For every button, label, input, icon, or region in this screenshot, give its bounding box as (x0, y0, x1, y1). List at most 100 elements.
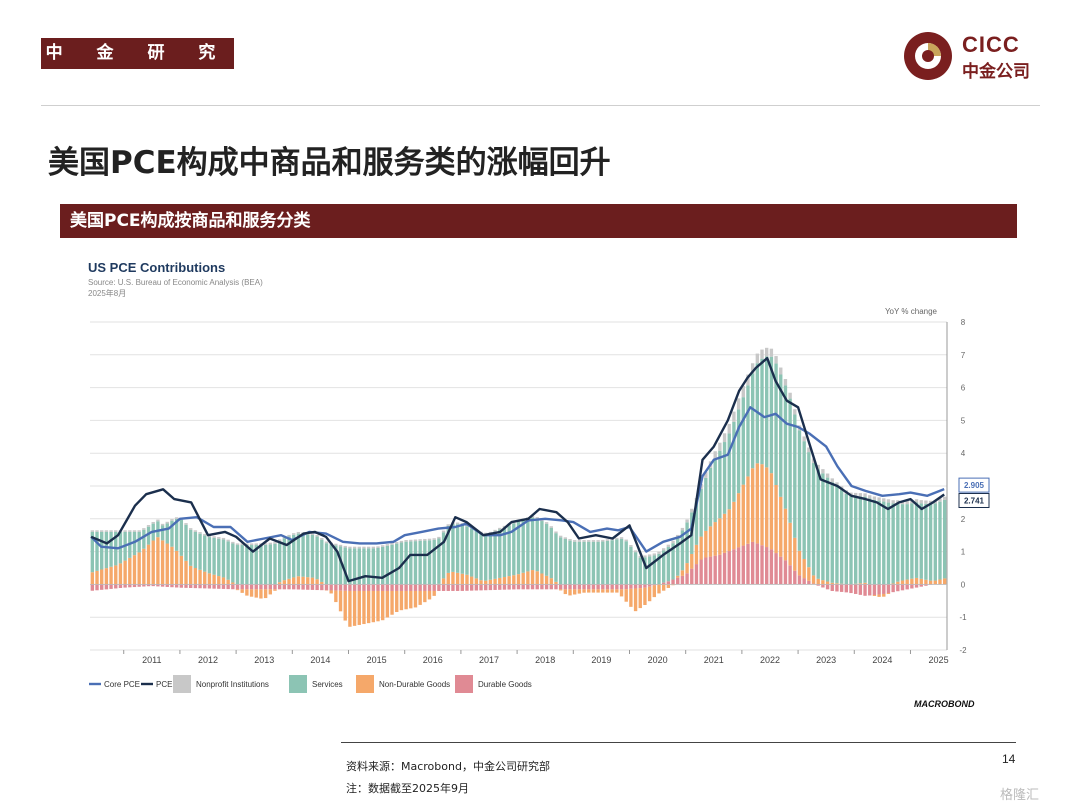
bar-segment (886, 499, 891, 503)
bar-segment (755, 463, 760, 544)
bar-segment (942, 578, 947, 585)
bar-segment (109, 530, 113, 532)
bar-segment (882, 584, 886, 594)
bar-segment (123, 560, 127, 585)
bar-segment (568, 584, 572, 590)
bar-segment (259, 545, 263, 585)
bar-segment (601, 589, 605, 593)
bar-segment (704, 557, 708, 585)
bar-segment (755, 543, 760, 585)
bar-segment (240, 545, 244, 585)
bar-segment (357, 546, 361, 549)
bar-segment (329, 584, 333, 591)
bar-segment (451, 584, 455, 591)
bar-segment (633, 588, 638, 612)
bar-segment (104, 530, 109, 532)
bar-segment (263, 584, 268, 590)
bar-segment (413, 584, 418, 591)
bar-segment (268, 542, 272, 545)
bar-segment (643, 557, 647, 585)
bar-segment (671, 540, 675, 544)
bar-segment (399, 590, 404, 611)
bar-segment (914, 502, 919, 578)
bar-segment (174, 517, 179, 519)
bar-segment (385, 544, 390, 546)
bar-segment (914, 577, 919, 585)
bar-segment (418, 584, 422, 591)
bar-segment (338, 590, 343, 612)
bar-segment (797, 550, 802, 576)
bar-segment (460, 584, 464, 591)
bar-segment (376, 546, 380, 548)
bar-segment (151, 521, 155, 524)
bar-segment (619, 537, 624, 539)
department-label: 中 金 研 究 部 (41, 38, 234, 94)
bar-segment (493, 529, 497, 532)
bar-segment (188, 529, 193, 566)
legend-label: Durable Goods (478, 680, 532, 689)
bar-segment (371, 584, 376, 591)
bar-segment (573, 541, 577, 585)
bar-segment (254, 543, 258, 546)
bar-segment (123, 530, 127, 532)
bar-segment (240, 589, 244, 593)
bar-segment (596, 541, 600, 585)
bar-segment (259, 589, 263, 599)
bar-segment (404, 540, 408, 542)
bar-segment (713, 555, 717, 585)
legend-label: Nonprofit Institutions (196, 680, 269, 689)
bar-segment (643, 584, 647, 588)
bar-segment (690, 553, 694, 569)
bar-segment (549, 584, 553, 590)
bar-segment (198, 584, 202, 589)
bar-segment (938, 498, 942, 502)
bar-segment (811, 583, 816, 585)
bar-segment (507, 576, 511, 585)
bar-segment (371, 590, 376, 623)
bar-segment (718, 450, 722, 519)
bar-segment (858, 496, 863, 584)
bar-segment (277, 539, 282, 542)
bar-segment (680, 575, 685, 585)
bar-segment (268, 584, 272, 590)
bar-segment (310, 577, 315, 585)
bar-segment (156, 521, 160, 538)
bar-segment (671, 579, 675, 585)
bar-segment (886, 502, 891, 585)
bar-segment (591, 540, 596, 542)
bar-segment (502, 584, 507, 590)
bar-segment (769, 348, 774, 357)
bar-segment (292, 534, 296, 578)
bar-segment (146, 544, 151, 585)
bar-segment (315, 584, 319, 591)
bar-segment (821, 469, 825, 474)
bar-segment (441, 584, 446, 591)
bar-segment (919, 500, 923, 504)
bar-segment (320, 539, 324, 582)
bar-segment (306, 577, 310, 585)
y-tick-label: 1 (961, 548, 966, 557)
y-tick-label: 8 (961, 318, 966, 327)
y-tick-label: 0 (961, 580, 966, 589)
bar-segment (427, 538, 432, 541)
bar-segment (891, 583, 895, 585)
bar-segment (619, 584, 624, 590)
bar-segment (582, 584, 586, 590)
bar-segment (741, 397, 745, 485)
bar-segment (638, 588, 642, 609)
bar-segment (736, 409, 741, 494)
bar-segment (591, 589, 596, 593)
bar-segment (535, 584, 539, 590)
bar-segment (114, 565, 118, 585)
bar-segment (474, 530, 479, 579)
x-tick-label: 2025 (929, 655, 949, 665)
bar-segment (352, 546, 357, 549)
bar-segment (788, 392, 792, 399)
bar-segment (900, 584, 905, 591)
bar-segment (306, 534, 310, 578)
bar-segment (919, 578, 923, 585)
bar-segment (226, 579, 230, 585)
bar-segment (816, 578, 820, 585)
bar-segment (596, 584, 600, 590)
bar-segment (624, 584, 628, 590)
